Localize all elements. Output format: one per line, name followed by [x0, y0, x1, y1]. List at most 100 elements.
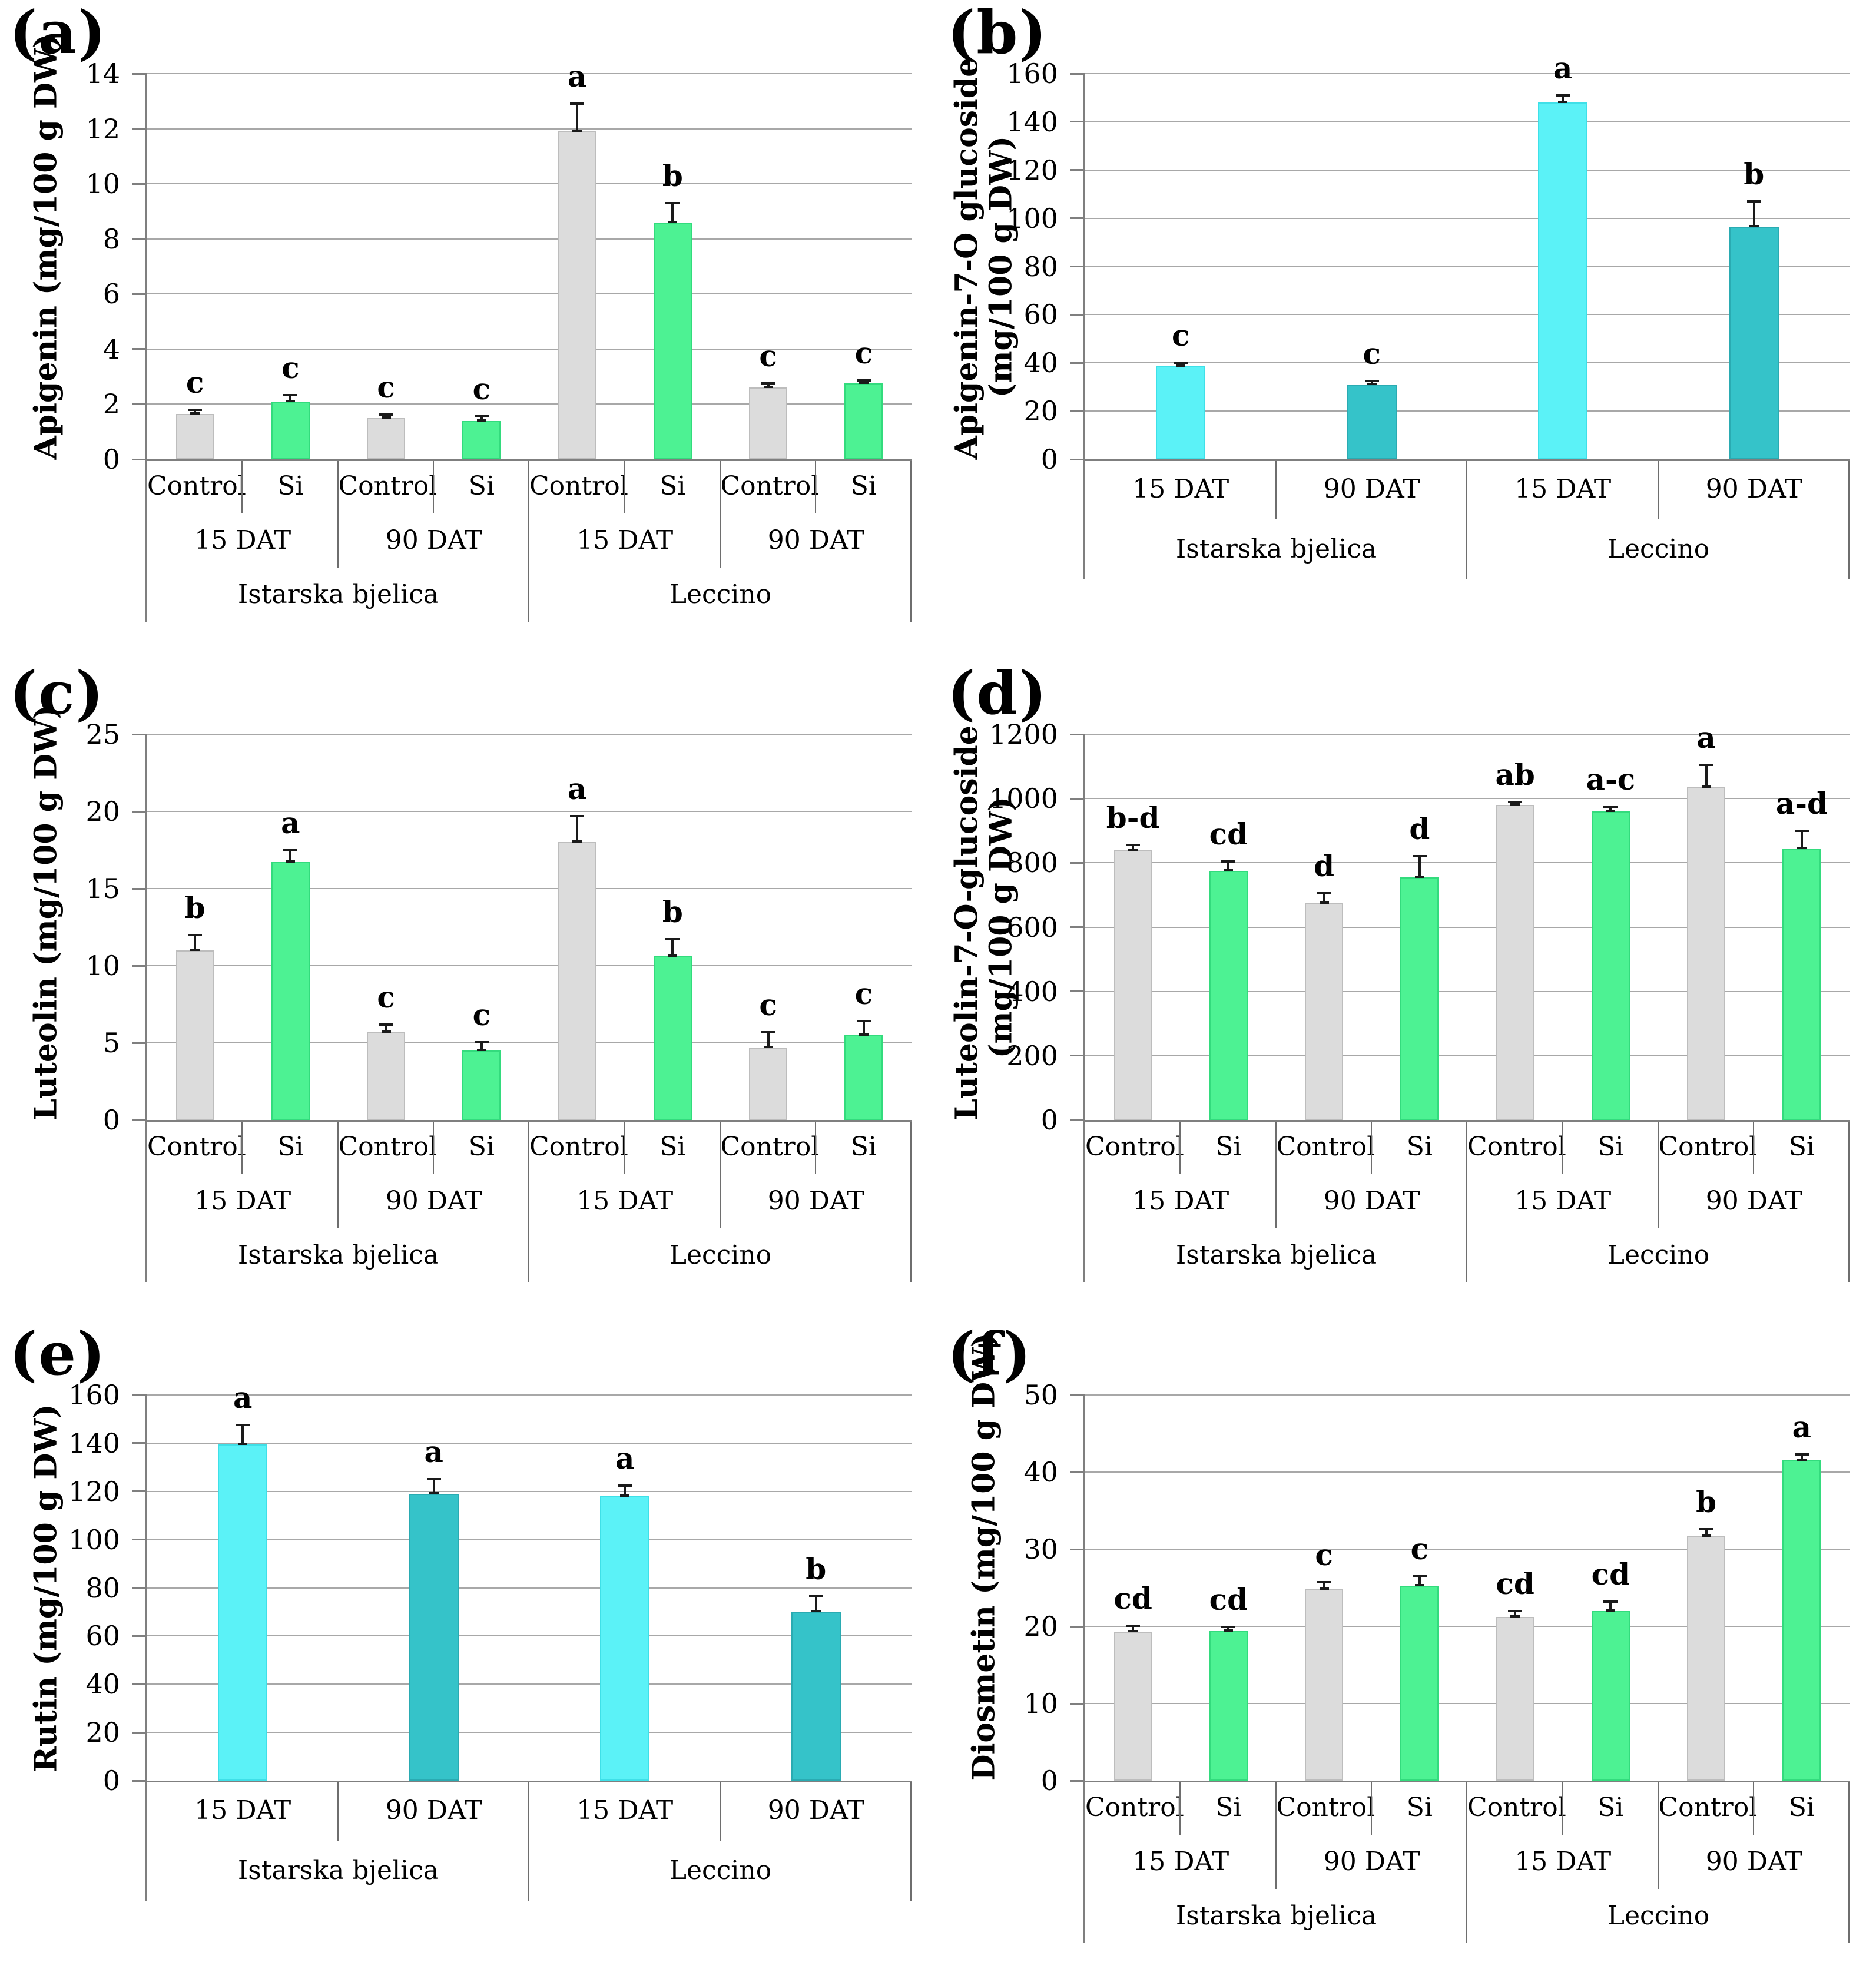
- category-label: Leccino: [1607, 1901, 1710, 1931]
- y-tick-label: 20: [85, 796, 120, 827]
- significance-letter: b-d: [1106, 800, 1160, 836]
- x-axis-line: [1083, 459, 1850, 461]
- category-label: 15 DAT: [1132, 474, 1229, 504]
- y-tick-label: 0: [1040, 1104, 1058, 1136]
- y-tick-mark: [1070, 861, 1085, 864]
- y-tick-label: 15: [85, 873, 120, 904]
- gridline: [147, 1635, 912, 1637]
- error-bar-cap-top: [808, 1595, 823, 1597]
- y-tick-mark: [1070, 926, 1085, 928]
- error-bar-line: [1370, 380, 1373, 385]
- panel-e-rutin: (e) Rutin (mg/100 g DW) 0 20 40 60 80 100 120 14…: [0, 1321, 938, 1982]
- error-bar-cap-bottom: [286, 860, 296, 863]
- category-divider: [1657, 1120, 1659, 1228]
- category-divider: [1752, 1120, 1754, 1174]
- y-tick-mark: [132, 348, 147, 350]
- y-tick-mark: [1070, 1779, 1085, 1782]
- error-bar-cap-top: [379, 413, 393, 416]
- bar: [1156, 366, 1206, 459]
- y-tick-mark: [132, 1442, 147, 1444]
- bar: [844, 383, 883, 459]
- category-label: Control: [1276, 1132, 1375, 1162]
- bar: [1113, 850, 1152, 1120]
- error-bar-cap-top: [1126, 844, 1141, 847]
- y-tick-mark: [132, 810, 147, 813]
- panel-label-d: (d): [947, 658, 1048, 728]
- gridline: [147, 293, 912, 295]
- gridline: [1085, 362, 1850, 364]
- error-bar-line: [194, 409, 197, 414]
- category-divider: [1179, 1781, 1181, 1835]
- gridline: [147, 1732, 912, 1734]
- error-bar-cap-top: [1174, 362, 1188, 364]
- y-tick-mark: [132, 293, 147, 295]
- y-tick-mark: [132, 1683, 147, 1685]
- category-label: Si: [659, 1132, 686, 1162]
- bar: [558, 842, 596, 1120]
- gridline: [147, 1442, 912, 1444]
- error-bar-line: [1418, 1576, 1421, 1586]
- panel-d-luteolin-7-o-glucoside: (d) Luteolin-7-O-glucoside (mg/100 g DW) 0…: [938, 661, 1876, 1321]
- y-tick-mark: [1070, 1471, 1085, 1473]
- category-divider: [1752, 1781, 1754, 1835]
- error-bar-cap-bottom: [1510, 1615, 1520, 1618]
- x-axis-line: [1083, 1120, 1850, 1122]
- x-axis-line: [145, 459, 912, 461]
- category-divider: [1275, 1781, 1277, 1889]
- y-tick-label: 14: [85, 58, 120, 90]
- error-bar-cap-bottom: [859, 382, 869, 385]
- category-label: Control: [720, 471, 820, 501]
- category-divider: [1848, 1781, 1850, 1943]
- gridline: [1085, 1549, 1850, 1550]
- category-divider: [624, 459, 625, 513]
- category-label: 15 DAT: [576, 1186, 674, 1216]
- error-bar-line: [1609, 1602, 1612, 1611]
- y-tick-mark: [1070, 121, 1085, 123]
- y-tick-label: 0: [102, 1104, 120, 1136]
- y-tick-label: 80: [85, 1572, 120, 1604]
- bar: [1538, 102, 1588, 459]
- y-tick-mark: [1070, 1119, 1085, 1121]
- error-bar-cap-top: [474, 1040, 489, 1043]
- significance-letter: a: [615, 1440, 635, 1476]
- significance-letter: b: [1744, 156, 1765, 191]
- category-divider: [241, 459, 243, 513]
- y-tick-label: 20: [1023, 395, 1058, 427]
- error-bar-cap-bottom: [381, 1030, 391, 1033]
- category-divider: [1848, 459, 1850, 579]
- category-divider: [528, 1120, 529, 1282]
- y-tick-label: 0: [102, 1765, 120, 1797]
- y-tick-mark: [1070, 733, 1085, 735]
- error-bar-cap-bottom: [190, 948, 200, 951]
- error-bar-cap-top: [1746, 200, 1761, 203]
- category-label: 15 DAT: [194, 1795, 291, 1825]
- bar: [1496, 1617, 1534, 1781]
- bar: [1687, 787, 1726, 1120]
- chart-luteolin: Luteolin (mg/100 g DW) 0 5 10 15 20 25 Control S…: [0, 661, 938, 1321]
- category-label: Leccino: [1607, 534, 1710, 564]
- error-bar-line: [1132, 1625, 1135, 1632]
- significance-letter: a: [1553, 50, 1573, 85]
- gridline: [1085, 169, 1850, 171]
- error-bar-cap-bottom: [1701, 1534, 1711, 1537]
- category-label: 90 DAT: [767, 525, 864, 555]
- y-tick-label: 80: [1023, 250, 1058, 283]
- gridline: [147, 888, 912, 889]
- significance-letter: b: [662, 158, 683, 193]
- error-bar-line: [767, 1032, 770, 1048]
- category-label: 90 DAT: [767, 1795, 864, 1825]
- bar: [791, 1612, 841, 1781]
- error-bar-line: [385, 1024, 387, 1032]
- y-tick-mark: [132, 1587, 147, 1589]
- error-bar-cap-bottom: [1510, 803, 1520, 806]
- y-tick-mark: [1070, 169, 1085, 171]
- category-label: 15 DAT: [194, 1186, 291, 1216]
- bar: [1687, 1536, 1726, 1781]
- error-bar-cap-bottom: [572, 130, 582, 132]
- error-bar-cap-top: [1221, 860, 1236, 863]
- panel-label-c: (c): [9, 658, 105, 728]
- category-label: Control: [338, 471, 437, 501]
- category-label: Istarska bjelica: [237, 1240, 439, 1270]
- y-tick-label: 140: [1006, 105, 1058, 138]
- y-tick-label: 0: [1040, 443, 1058, 475]
